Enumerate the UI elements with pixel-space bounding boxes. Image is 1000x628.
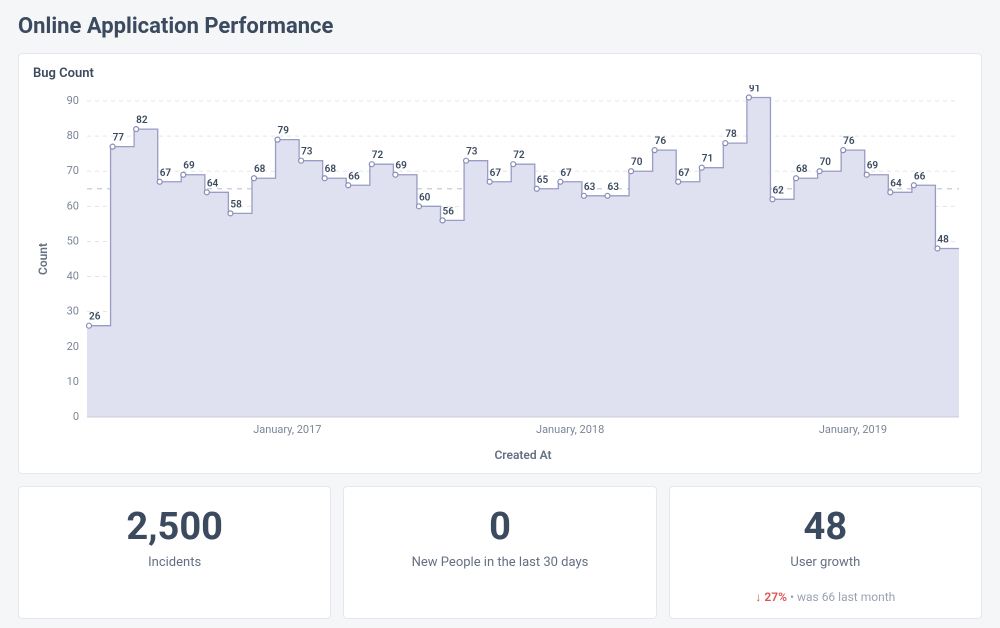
svg-text:68: 68 (796, 164, 808, 175)
svg-text:65: 65 (537, 175, 549, 186)
svg-text:76: 76 (655, 136, 667, 147)
svg-text:79: 79 (278, 126, 290, 137)
kpi-new-people: 0 New People in the last 30 days (343, 486, 656, 619)
svg-text:48: 48 (937, 234, 949, 245)
svg-text:67: 67 (678, 168, 690, 179)
svg-text:January, 2018: January, 2018 (536, 423, 604, 436)
kpi-incidents: 2,500 Incidents (18, 486, 331, 619)
svg-text:67: 67 (560, 168, 572, 179)
svg-text:50: 50 (67, 234, 79, 247)
svg-text:78: 78 (725, 129, 737, 140)
svg-text:30: 30 (67, 305, 79, 318)
svg-text:90: 90 (67, 94, 79, 107)
svg-text:January, 2019: January, 2019 (819, 423, 887, 436)
kpi-label: User growth (680, 555, 971, 570)
svg-text:Created At: Created At (494, 448, 551, 462)
svg-text:72: 72 (372, 150, 384, 161)
svg-text:January, 2017: January, 2017 (253, 423, 321, 436)
svg-text:70: 70 (631, 157, 643, 168)
svg-text:56: 56 (443, 206, 455, 217)
svg-text:62: 62 (772, 185, 784, 196)
svg-text:69: 69 (183, 161, 195, 172)
svg-text:40: 40 (67, 270, 79, 283)
svg-text:76: 76 (843, 136, 855, 147)
svg-text:91: 91 (749, 85, 760, 94)
kpi-row: 2,500 Incidents 0 New People in the last… (18, 486, 982, 619)
svg-text:77: 77 (113, 133, 125, 144)
svg-text:73: 73 (466, 147, 478, 158)
svg-text:80: 80 (67, 129, 79, 142)
svg-text:66: 66 (914, 171, 926, 182)
svg-text:67: 67 (160, 168, 172, 179)
svg-text:63: 63 (584, 182, 596, 193)
svg-text:82: 82 (136, 115, 148, 126)
svg-text:70: 70 (820, 157, 832, 168)
svg-text:66: 66 (348, 171, 360, 182)
kpi-delta: ↓ 27% • was 66 last month (680, 590, 971, 604)
svg-text:64: 64 (890, 178, 902, 189)
svg-text:20: 20 (67, 340, 79, 353)
page-title: Online Application Performance (18, 14, 982, 39)
svg-text:64: 64 (207, 178, 219, 189)
kpi-label: Incidents (29, 555, 320, 570)
svg-text:63: 63 (607, 182, 619, 193)
svg-text:60: 60 (419, 192, 431, 203)
svg-text:60: 60 (67, 199, 79, 212)
bug-count-chart: 0 10 20 30 40 50 60 70 80 90 26 77 82 67 69 64 58 68 79 73 6… (33, 85, 969, 465)
svg-text:68: 68 (254, 164, 266, 175)
svg-text:73: 73 (301, 147, 313, 158)
chart-title: Bug Count (33, 66, 967, 81)
kpi-value: 0 (354, 507, 645, 549)
svg-text:72: 72 (513, 150, 525, 161)
svg-text:10: 10 (67, 375, 79, 388)
trend-down-icon: ↓ (755, 590, 761, 604)
bug-count-chart-card: Bug Count 0 10 20 30 40 50 60 70 80 90 26 77 82 67 69 6… (18, 53, 982, 474)
svg-text:71: 71 (702, 154, 713, 165)
svg-text:69: 69 (867, 161, 879, 172)
svg-text:58: 58 (230, 199, 242, 210)
svg-text:0: 0 (73, 410, 79, 423)
kpi-delta-note-suffix: last month (838, 590, 895, 604)
kpi-delta-pct: 27% (764, 590, 787, 604)
svg-text:Count: Count (36, 243, 50, 275)
kpi-user-growth: 48 User growth ↓ 27% • was 66 last month (669, 486, 982, 619)
svg-text:69: 69 (395, 161, 407, 172)
kpi-value: 48 (680, 507, 971, 549)
svg-text:70: 70 (67, 164, 79, 177)
kpi-delta-prev: 66 (822, 590, 836, 604)
kpi-delta-note-prefix: • was (790, 590, 819, 604)
svg-text:26: 26 (89, 312, 101, 323)
kpi-label: New People in the last 30 days (354, 555, 645, 570)
svg-text:67: 67 (490, 168, 502, 179)
svg-text:68: 68 (325, 164, 337, 175)
kpi-value: 2,500 (29, 507, 320, 549)
